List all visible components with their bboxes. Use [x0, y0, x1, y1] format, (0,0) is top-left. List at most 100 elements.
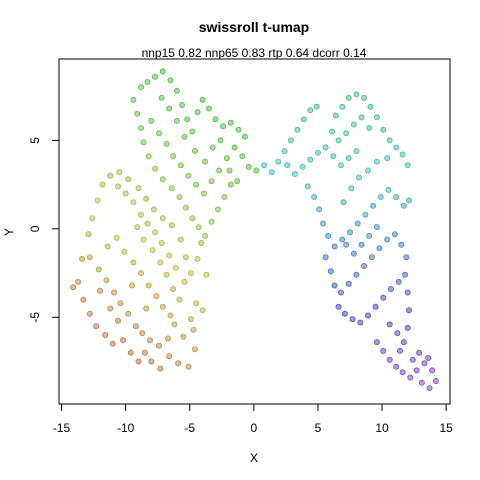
data-point: [150, 206, 157, 213]
data-point: [148, 117, 155, 124]
data-point: [239, 153, 246, 160]
data-point: [191, 147, 198, 154]
data-point: [339, 236, 346, 243]
data-point: [120, 337, 127, 344]
data-point: [121, 248, 128, 255]
data-point: [307, 156, 314, 163]
data-point: [202, 232, 209, 239]
data-point: [343, 130, 350, 137]
data-point: [185, 363, 192, 370]
data-point: [137, 270, 144, 277]
data-point: [331, 243, 338, 250]
data-point: [345, 94, 352, 101]
data-point: [132, 323, 139, 330]
data-point: [172, 264, 179, 271]
data-point: [231, 144, 238, 151]
data-point: [373, 224, 380, 231]
data-point: [368, 254, 375, 261]
data-point: [399, 369, 406, 376]
data-point: [426, 385, 433, 392]
data-point: [343, 241, 350, 248]
data-point: [307, 107, 314, 114]
data-point: [350, 121, 357, 128]
data-point: [361, 262, 368, 269]
data-point: [386, 321, 393, 328]
data-point: [335, 137, 342, 144]
data-point: [373, 114, 380, 121]
data-point: [314, 149, 321, 156]
data-point: [193, 181, 200, 188]
data-point: [353, 271, 360, 278]
y-tick-label: -5: [28, 312, 42, 323]
data-point: [400, 202, 407, 209]
data-point: [339, 103, 346, 110]
data-point: [194, 109, 201, 116]
data-point: [130, 96, 137, 103]
data-point: [152, 73, 159, 80]
data-point: [281, 147, 288, 154]
x-axis-label: X: [250, 451, 258, 465]
data-point: [177, 162, 184, 169]
data-point: [393, 193, 400, 200]
data-point: [166, 353, 173, 360]
data-point: [139, 330, 146, 337]
data-point: [143, 305, 150, 312]
data-point: [170, 153, 177, 160]
data-point: [320, 220, 327, 227]
data-point: [99, 181, 106, 188]
data-point: [425, 354, 432, 361]
data-point: [346, 229, 353, 236]
data-point: [137, 125, 144, 132]
data-point: [380, 126, 387, 133]
data-point: [208, 178, 215, 185]
data-point: [209, 144, 216, 151]
data-point: [421, 360, 428, 367]
data-point: [146, 337, 153, 344]
data-point: [141, 349, 148, 356]
plot-box: [58, 58, 451, 405]
data-point: [311, 193, 318, 200]
data-point: [331, 282, 338, 289]
data-point: [341, 310, 348, 317]
data-point: [173, 87, 180, 94]
data-point: [184, 116, 191, 123]
data-point: [75, 278, 82, 285]
data-point: [140, 236, 147, 243]
data-point: [152, 229, 159, 236]
data-point: [253, 167, 260, 174]
data-point: [159, 215, 166, 222]
data-point: [158, 239, 165, 246]
data-point: [380, 294, 387, 301]
data-point: [358, 241, 365, 248]
data-point: [180, 333, 187, 340]
chart-subtitle: nnp15 0.82 nnp65 0.83 rtp 0.64 dcorr 0.1…: [142, 46, 367, 60]
data-point: [429, 367, 436, 374]
data-point: [313, 103, 320, 110]
data-point: [129, 282, 136, 289]
data-point: [316, 206, 323, 213]
data-point: [134, 224, 141, 231]
data-point: [189, 128, 196, 135]
data-point: [386, 137, 393, 144]
data-point: [175, 360, 182, 367]
data-point: [143, 195, 150, 202]
data-point: [145, 282, 152, 289]
data-point: [205, 105, 212, 112]
data-point: [362, 211, 369, 218]
data-point: [226, 167, 233, 174]
data-point: [97, 287, 104, 294]
data-point: [89, 215, 96, 222]
data-point: [291, 170, 298, 177]
x-tick-label: 15: [439, 421, 453, 435]
data-point: [208, 218, 215, 225]
data-point: [194, 255, 201, 262]
data-point: [193, 300, 200, 307]
data-point: [350, 250, 357, 257]
data-point: [203, 271, 210, 278]
y-tick-label: 5: [28, 137, 42, 144]
data-point: [329, 128, 336, 135]
data-point: [140, 139, 147, 146]
data-point: [148, 358, 155, 365]
data-point: [145, 153, 152, 160]
data-point: [158, 94, 165, 101]
